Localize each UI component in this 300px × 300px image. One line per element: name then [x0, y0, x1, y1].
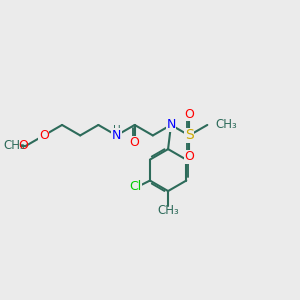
- Text: N: N: [112, 129, 121, 142]
- Text: CH₃: CH₃: [4, 140, 26, 152]
- Text: H: H: [113, 125, 120, 135]
- Text: CH₃: CH₃: [157, 204, 179, 217]
- Text: O: O: [184, 150, 194, 163]
- Text: O: O: [184, 108, 194, 121]
- Text: S: S: [185, 128, 194, 142]
- Text: CH₃: CH₃: [215, 118, 237, 131]
- Text: O: O: [39, 129, 49, 142]
- Text: O: O: [18, 140, 28, 152]
- Text: O: O: [130, 136, 140, 149]
- Text: N: N: [166, 118, 176, 131]
- Text: Cl: Cl: [129, 180, 142, 193]
